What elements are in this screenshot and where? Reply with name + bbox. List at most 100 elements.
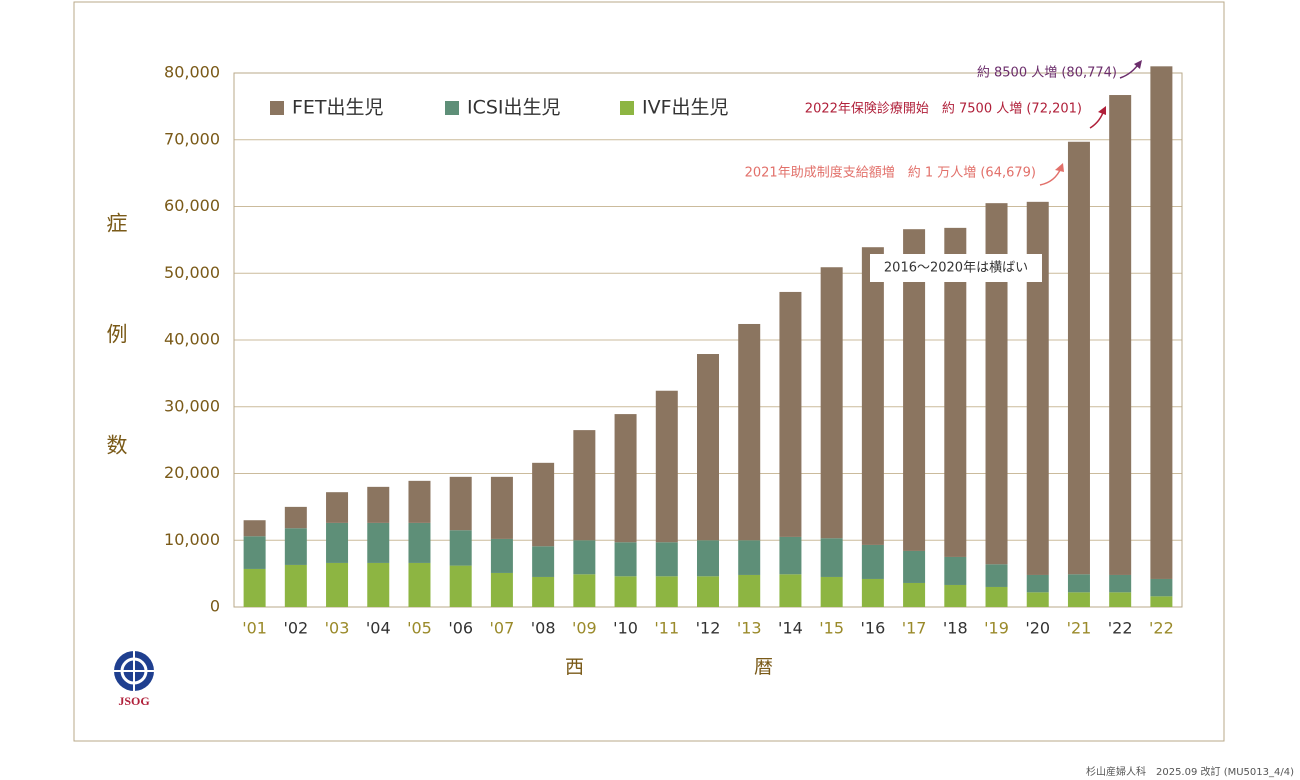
bar-segment <box>1026 574 1049 593</box>
bar-segment <box>573 540 596 575</box>
bar-segment <box>449 530 472 566</box>
annotation: 2022年保険診療開始 約 7500 人増 (72,201) <box>805 101 1082 117</box>
bar-segment <box>326 492 349 523</box>
x-axis-label: 西暦 <box>565 656 944 678</box>
x-tick-label: '02 <box>283 619 308 638</box>
legend-swatch <box>620 101 634 115</box>
bar-segment <box>490 476 513 539</box>
bar-segment <box>655 390 678 543</box>
bar-segment <box>1150 578 1173 597</box>
annotation-box <box>870 254 1042 282</box>
x-tick-label: '09 <box>572 619 597 638</box>
bar-segment <box>697 576 719 607</box>
x-tick-label: '03 <box>325 619 350 638</box>
bar-segment <box>326 522 349 563</box>
bar-segment <box>367 562 390 607</box>
annotation: 2021年助成制度支給額増 約 1 万人増 (64,679) <box>745 165 1036 181</box>
annotation-arrows <box>1039 60 1142 186</box>
bar-segment <box>408 480 431 523</box>
bar-segment <box>573 430 596 541</box>
bar-segment <box>655 542 678 577</box>
bar-segment <box>861 578 884 607</box>
bar-segment <box>779 574 802 607</box>
x-tick-label: '06 <box>448 619 473 638</box>
y-tick-label: 10,000 <box>164 530 220 549</box>
bar-segment <box>1109 574 1132 593</box>
footer: 杉山産婦人科 2025.09 改訂 (MU5013_4/4) <box>1086 765 1294 778</box>
y-axis-label: 症例数 <box>104 212 128 545</box>
bar-segment <box>408 562 431 607</box>
x-tick-label: '17 <box>902 619 927 638</box>
legend-swatch <box>445 101 459 115</box>
bar-segment <box>614 542 637 577</box>
y-tick-label: 40,000 <box>164 330 220 349</box>
bar-segment <box>697 354 719 541</box>
bar-segment <box>408 522 431 563</box>
x-tick-label: '18 <box>943 619 968 638</box>
x-tick-label: '10 <box>613 619 638 638</box>
x-tick-label: '11 <box>654 619 679 638</box>
bar-segment <box>1067 141 1090 575</box>
bar-segment <box>243 568 266 607</box>
bar-segment <box>243 520 266 537</box>
x-tick-label: '01 <box>242 619 267 638</box>
legend-label: FET出生児 <box>292 97 384 119</box>
bar-segment <box>944 227 967 557</box>
y-tick-label: 0 <box>210 597 220 616</box>
bar-segment <box>1150 596 1173 607</box>
y-tick-label: 70,000 <box>164 129 220 148</box>
bar-segment <box>903 582 926 607</box>
bar-segment <box>903 229 926 551</box>
frame <box>73 1 1225 742</box>
y-tick-label: 60,000 <box>164 196 220 215</box>
bar-segment <box>532 576 555 607</box>
bar-segment <box>779 536 802 575</box>
legend-label: ICSI出生児 <box>467 97 561 119</box>
logo-text: JSOG <box>118 694 149 708</box>
bar-segment <box>614 414 637 543</box>
bar-segment <box>284 564 307 607</box>
bar-segment <box>861 247 884 545</box>
bar-segment <box>1109 592 1132 607</box>
x-tick-label: '13 <box>737 619 762 638</box>
bar-segment <box>655 576 678 607</box>
bar-segment <box>820 576 843 607</box>
bar-segment <box>243 536 266 569</box>
bar-segment <box>738 323 761 541</box>
bar-segment <box>697 540 719 577</box>
bar-segment <box>326 562 349 607</box>
bar-segment <box>985 564 1008 587</box>
bar-segment <box>532 546 555 577</box>
bar-segment <box>367 522 390 563</box>
legend-label: IVF出生児 <box>642 97 729 119</box>
x-tick-label: '14 <box>778 619 803 638</box>
annotation: 2016〜2020年は横ばい <box>884 261 1028 276</box>
y-tick-label: 30,000 <box>164 396 220 415</box>
x-tick-label: '04 <box>366 619 391 638</box>
bar-segment <box>449 476 472 531</box>
bar-segment <box>614 576 637 607</box>
bar-segment <box>861 544 884 579</box>
bar-segment <box>1026 201 1049 575</box>
bar-segment <box>1067 574 1090 593</box>
x-tick-label: '16 <box>860 619 885 638</box>
bar-segment <box>985 586 1008 607</box>
x-tick-label: '08 <box>531 619 556 638</box>
legend-swatch <box>270 101 284 115</box>
bar-segment <box>1026 592 1049 607</box>
bar-segment <box>944 556 967 585</box>
x-tick-label: '22 <box>1149 619 1174 638</box>
bar-segment <box>1150 66 1173 579</box>
y-tick-label: 20,000 <box>164 463 220 482</box>
x-tick-label: '21 <box>1067 619 1092 638</box>
bar-segment <box>284 506 307 529</box>
logo: JSOG <box>114 651 154 708</box>
y-tick-label: 80,000 <box>164 63 220 82</box>
bar-segment <box>985 203 1008 565</box>
x-tick-label: '12 <box>696 619 721 638</box>
bar-segment <box>779 291 802 537</box>
bar-segment <box>944 584 967 607</box>
bar-segment <box>367 486 390 523</box>
